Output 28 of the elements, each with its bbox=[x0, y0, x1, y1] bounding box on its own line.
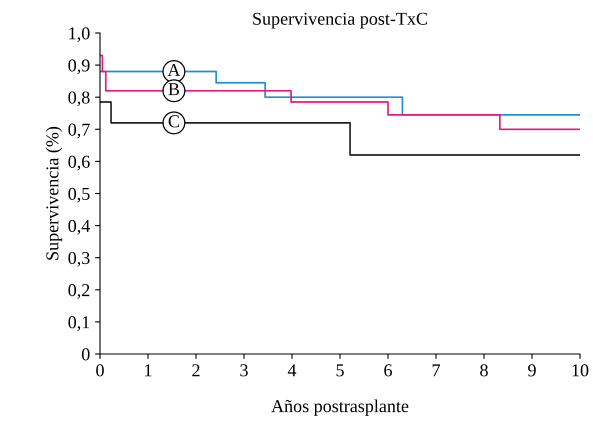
y-tick-label: 0,5 bbox=[68, 188, 90, 203]
x-tick-label: 2 bbox=[192, 364, 200, 376]
x-axis-title: Años postrasplante bbox=[271, 400, 408, 416]
series-label: A bbox=[168, 64, 180, 76]
y-tick-label: 0,7 bbox=[68, 124, 90, 138]
y-tick-label: 0,1 bbox=[68, 316, 90, 331]
series-label: B bbox=[168, 83, 180, 96]
y-tick-label: 0,8 bbox=[68, 91, 90, 106]
x-tick-label: 3 bbox=[240, 364, 248, 376]
x-tick-label: 6 bbox=[384, 364, 392, 376]
x-tick-label: 9 bbox=[528, 364, 536, 376]
y-tick-label: 0,9 bbox=[68, 59, 90, 74]
x-tick-label: 0 bbox=[96, 364, 104, 376]
x-tick-label: 10 bbox=[572, 364, 588, 376]
chart-title: Supervivencia post-TxC bbox=[253, 12, 428, 29]
x-tick-label: 1 bbox=[145, 364, 152, 376]
y-tick-label: 1,0 bbox=[69, 27, 90, 42]
y-tick-label: 0,2 bbox=[68, 284, 90, 299]
x-tick-label: 4 bbox=[288, 364, 296, 376]
y-tick-label: 0 bbox=[82, 348, 90, 360]
y-axis-title: Supervivencia (%) bbox=[46, 126, 62, 260]
y-tick-label: 0,6 bbox=[68, 156, 90, 170]
x-tick-label: 7 bbox=[432, 364, 440, 376]
x-tick-label: 5 bbox=[336, 364, 344, 376]
y-tick-label: 0,4 bbox=[68, 220, 90, 235]
y-tick-label: 0,3 bbox=[68, 252, 90, 267]
series-label: C bbox=[168, 115, 179, 128]
x-tick-label: 8 bbox=[480, 364, 488, 376]
